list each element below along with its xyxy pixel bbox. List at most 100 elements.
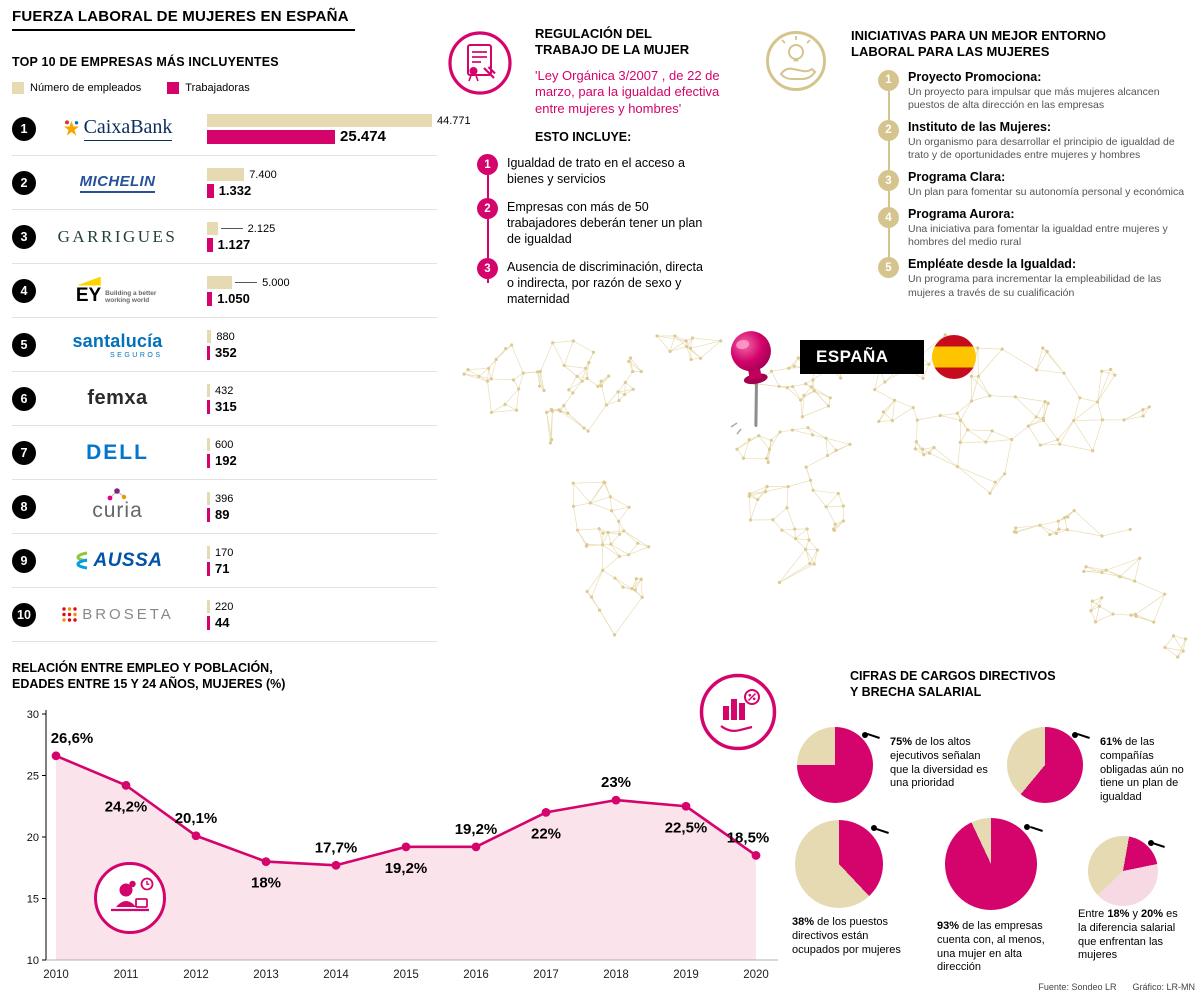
women-value: 44 (215, 615, 230, 630)
company-row-femxa: 6 femxa 432 315 (12, 372, 437, 426)
footer-source: Fuente: Sondeo LR (1038, 982, 1117, 992)
logo-box: MICHELIN (36, 173, 199, 193)
pie-chart-salary-gap (1088, 836, 1158, 906)
company-bars: 396 89 (199, 491, 437, 523)
initiative-name: Proyecto Promociona: (908, 69, 1042, 84)
initiative-item: 5 Empléate desde la Igualdad: Un programa … (878, 257, 1195, 299)
employees-value: 396 (215, 492, 234, 505)
women-bar (207, 345, 210, 360)
leader-line (235, 282, 258, 283)
regulation-item-text: Ausencia de discriminación, directa o in… (507, 260, 703, 306)
pie-marker-dot (1148, 840, 1155, 847)
regulation-includes-label: ESTO INCLUYE: (535, 130, 632, 145)
pie-marker-dot (862, 731, 869, 738)
employees-bar (207, 222, 218, 235)
world-map: ESPAÑA (440, 318, 1195, 663)
pie-text: Entre 18% y 20% es la diferencia salaria… (1078, 908, 1178, 962)
svg-text:2013: 2013 (253, 969, 279, 981)
svg-text:20,1%: 20,1% (175, 809, 218, 826)
item-number-badge: 4 (878, 207, 899, 229)
item-number-badge: 2 (878, 119, 899, 141)
regulation-items: 1 Igualdad de trato en el acceso a bienes… (477, 154, 739, 307)
svg-text:2011: 2011 (114, 969, 139, 981)
women-value: 25.474 (340, 128, 386, 145)
company-row-santalucia: 5 santalucía SEGUROS 880 352 (12, 318, 437, 372)
regulation-item-text: Igualdad de trato en el acceso a bienes … (507, 156, 685, 186)
svg-text:2014: 2014 (323, 969, 349, 981)
svg-text:17,7%: 17,7% (315, 839, 358, 856)
svg-text:2019: 2019 (673, 969, 699, 981)
svg-text:26,6%: 26,6% (51, 729, 94, 746)
rank-badge: 4 (12, 278, 36, 303)
svg-text:19,2%: 19,2% (385, 859, 428, 876)
svg-text:2010: 2010 (43, 969, 69, 981)
logo-box: AUSSA (36, 550, 199, 572)
pie-marker-dot (870, 825, 877, 832)
women-swatch-icon (167, 82, 180, 94)
initiative-name: Empléate desde la Igualdad: (908, 257, 1077, 272)
women-bar (207, 291, 213, 306)
regulation-item: 2 Empresas con más de 50 trabajadores deb… (477, 198, 739, 247)
women-bar (207, 453, 210, 468)
svg-text:2012: 2012 (183, 969, 209, 981)
svg-text:2017: 2017 (533, 969, 559, 981)
employment-chart-section: RELACIÓN ENTRE EMPLEO Y POBLACIÓN, EDADE… (12, 660, 790, 997)
rank-badge: 8 (12, 494, 36, 519)
svg-text:2018: 2018 (603, 969, 629, 981)
legend-employees: Número de empleados (12, 82, 141, 94)
company-row-caixabank: 1 CaixaBank 44.771 25.474 (12, 102, 471, 156)
regulation-section: REGULACIÓN DEL TRABAJO DE LA MUJER 'Ley … (447, 26, 739, 318)
women-bar (207, 399, 210, 414)
initiative-desc: Un programa para incrementar la empleabi… (908, 273, 1162, 299)
initiatives-title: INICIATIVAS PARA UN MEJOR ENTORNO LABORA… (851, 28, 1106, 60)
hand-lightbulb-icon (765, 30, 827, 97)
initiative-name: Programa Aurora: (908, 207, 1015, 222)
stats-section: CIFRAS DE CARGOS DIRECTIVOS Y BRECHA SAL… (790, 668, 1195, 998)
dell-logo: DELL (86, 440, 149, 464)
employees-value: 170 (215, 546, 234, 559)
employees-bar (207, 492, 210, 505)
women-value: 1.127 (217, 237, 251, 252)
ey-logo: EY Building a better working world (76, 276, 159, 305)
employees-bar (207, 438, 210, 451)
rank-badge: 9 (12, 548, 36, 573)
logo-box: CaixaBank (36, 116, 199, 141)
company-bars: 5.000 1.050 (199, 275, 437, 307)
item-number-badge: 1 (477, 154, 498, 176)
pie-leader-line (1029, 826, 1043, 832)
company-row-ey: 4 EY Building a better working world 5.000 1… (12, 264, 437, 318)
regulation-law-text: 'Ley Orgánica 3/2007 , de 22 de marzo, p… (535, 67, 720, 117)
pies-canvas: 75% de los altos ejecutivos señalan que … (790, 668, 1195, 998)
employees-bar (207, 546, 210, 559)
stats-title-line2: Y BRECHA SALARIAL (850, 685, 982, 700)
initiative-name: Instituto de las Mujeres: (908, 119, 1052, 134)
footer: Fuente: Sondeo LR Gráfico: LR-MN (1000, 982, 1195, 992)
svg-text:19,2%: 19,2% (455, 820, 498, 837)
svg-text:22%: 22% (531, 825, 561, 842)
employees-value: 5.000 (262, 276, 290, 289)
employees-value: 2.125 (247, 222, 276, 235)
women-value: 1.050 (217, 291, 250, 306)
women-legend-label: Trabajadoras (185, 82, 250, 94)
curia-logo: curia (92, 487, 143, 523)
employees-bar (207, 384, 210, 397)
employees-value: 432 (215, 384, 234, 397)
women-bar (207, 183, 214, 198)
logo-box: DELL (36, 441, 199, 465)
logo-box: curia (36, 487, 199, 523)
top10-section: TOP 10 DE EMPRESAS MÁS INCLUYENTES Númer… (12, 55, 471, 642)
company-bars: 880 352 (199, 329, 437, 361)
initiative-desc: Un plan para fomentar su autonomía perso… (908, 186, 1185, 198)
pie-text: 38% de los puestos directivos están ocup… (792, 916, 901, 956)
leader-line (220, 228, 243, 229)
company-list: 1 CaixaBank 44.771 25.474 2 MICHELIN 7.400 1.33… (12, 102, 471, 642)
initiative-name: Programa Clara: (908, 170, 1006, 184)
initiative-desc: Un proyecto para impulsar que más mujere… (908, 85, 1160, 111)
item-number-badge: 2 (477, 198, 498, 220)
logo-box: GARRIGUES (36, 227, 199, 247)
company-bars: 600 192 (199, 437, 437, 469)
pie-marker-dot (1072, 731, 1079, 738)
woman-desk-icon (92, 860, 168, 941)
women-value: 315 (215, 399, 237, 414)
